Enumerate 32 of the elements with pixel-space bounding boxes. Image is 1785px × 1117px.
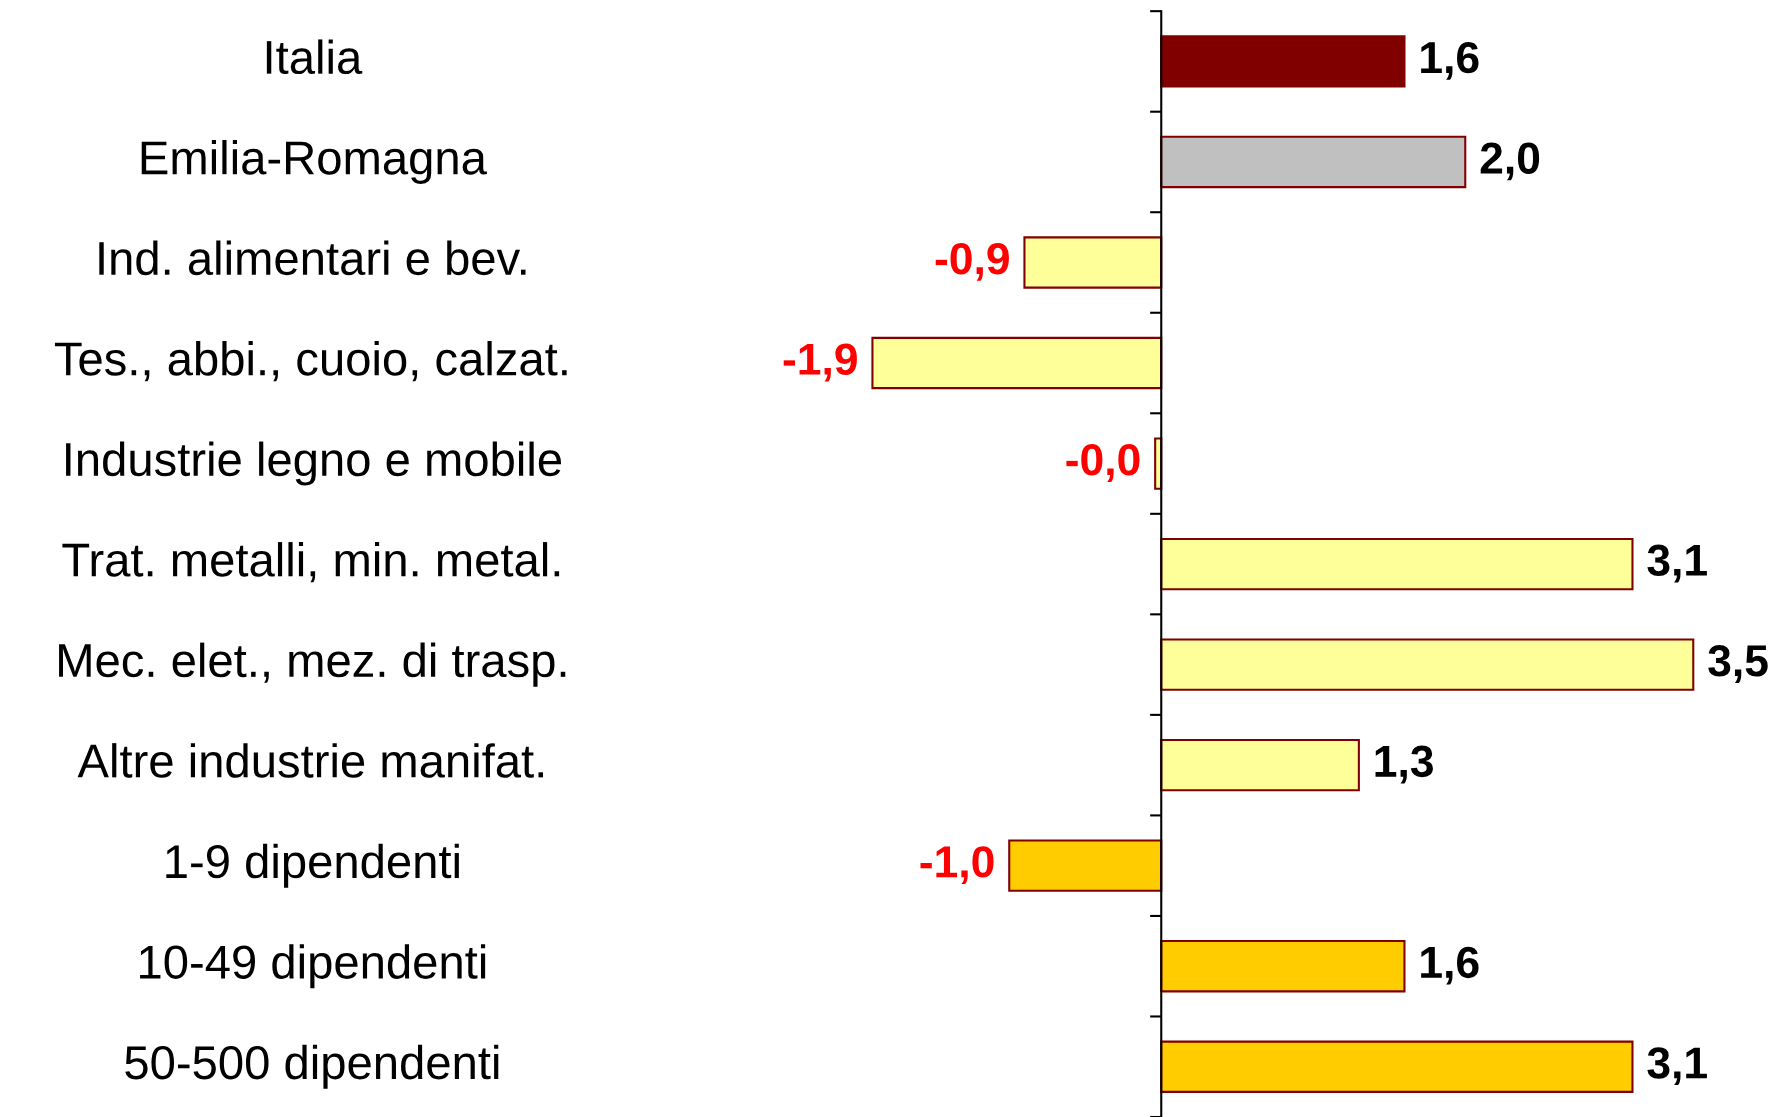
y-tick-label: Italia bbox=[266, 39, 363, 75]
bar bbox=[1023, 236, 1163, 289]
y-tick-label: Trat. metalli, min. metal. bbox=[62, 542, 560, 583]
data-label: 3,1 bbox=[1647, 1047, 1707, 1086]
data-label: 3,1 bbox=[1647, 544, 1707, 583]
data-label: -1,0 bbox=[920, 846, 994, 885]
data-label: 1,3 bbox=[1375, 745, 1433, 784]
bar bbox=[1160, 537, 1634, 591]
bar bbox=[1160, 940, 1406, 993]
y-tick-label: Ind. alimentari e bev. bbox=[99, 240, 526, 276]
bar bbox=[1160, 135, 1467, 189]
y-tick-label: Altre industrie manifat. bbox=[77, 743, 543, 778]
y-tick-label: 10-49 dipendenti bbox=[140, 944, 486, 989]
bar bbox=[1160, 738, 1360, 792]
data-label: 3,5 bbox=[1708, 645, 1768, 683]
y-tick-label: 50-500 dipendenti bbox=[125, 1044, 499, 1089]
y-tick-label: Tes., abbi., cuoio, calzat. bbox=[54, 341, 567, 382]
y-tick-label: Mec. elet., mez. di trasp. bbox=[59, 642, 566, 687]
bar bbox=[1160, 638, 1695, 691]
bar bbox=[871, 336, 1163, 390]
y-tick-label: 1-9 dipendenti bbox=[166, 843, 459, 888]
data-label: 2,0 bbox=[1480, 142, 1540, 181]
data-label: -0,0 bbox=[1066, 444, 1140, 482]
data-label: -0,9 bbox=[935, 242, 1009, 281]
data-label: 1,6 bbox=[1421, 41, 1479, 80]
y-tick-label: Emilia-Romagna bbox=[141, 139, 487, 184]
data-label: 1,6 bbox=[1421, 946, 1479, 985]
data-label: -1,9 bbox=[783, 343, 857, 382]
y-tick-label: Industrie legno e mobile bbox=[66, 441, 561, 486]
bar bbox=[1008, 839, 1163, 892]
bar bbox=[1160, 1040, 1634, 1093]
bar bbox=[1160, 35, 1406, 88]
